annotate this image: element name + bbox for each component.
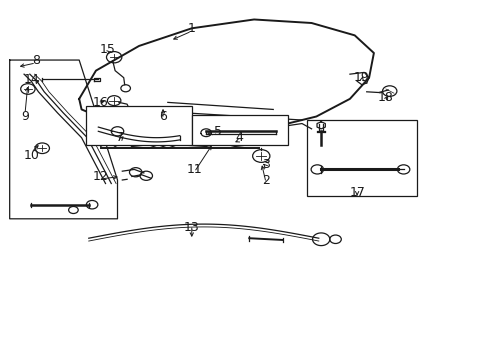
Text: 14: 14 <box>23 73 39 86</box>
Text: 16: 16 <box>93 96 108 109</box>
Text: 6: 6 <box>159 110 166 123</box>
Text: 7: 7 <box>116 131 123 144</box>
Text: 18: 18 <box>377 91 393 104</box>
Text: 1: 1 <box>187 22 195 35</box>
Text: 10: 10 <box>23 149 39 162</box>
Text: 8: 8 <box>32 54 40 67</box>
Text: 12: 12 <box>93 170 108 183</box>
Bar <box>86 106 191 145</box>
Text: 15: 15 <box>100 43 116 56</box>
Text: 17: 17 <box>348 186 365 199</box>
Text: 5: 5 <box>214 125 222 138</box>
Text: 11: 11 <box>186 163 202 176</box>
Text: 2: 2 <box>262 174 269 186</box>
Text: 4: 4 <box>235 131 243 144</box>
Text: 9: 9 <box>21 110 29 123</box>
Bar <box>306 120 416 196</box>
Text: 13: 13 <box>183 221 199 234</box>
Text: 19: 19 <box>353 71 369 84</box>
Bar <box>191 115 287 145</box>
Text: 3: 3 <box>262 158 269 171</box>
